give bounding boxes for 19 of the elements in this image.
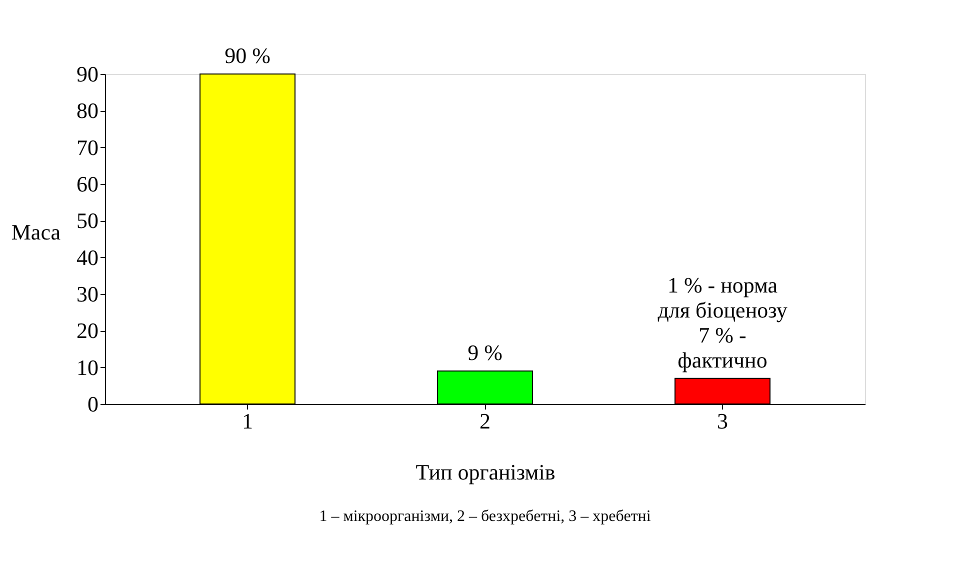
x-tick-label: 2 xyxy=(480,408,490,434)
x-axis-title: Тип організмів xyxy=(416,460,556,484)
y-tick-label: 10 xyxy=(76,354,98,380)
y-tick-label: 80 xyxy=(76,98,98,124)
x-tick-label: 3 xyxy=(717,408,728,434)
y-tick-label: 0 xyxy=(88,392,98,416)
y-tick-label: 90 xyxy=(76,62,98,86)
data-label: 1 % - норма для біоценозу 7 % - фактично xyxy=(658,272,788,372)
y-tick-label: 60 xyxy=(76,172,98,196)
data-label: 9 % xyxy=(468,340,502,365)
x-tick-label: 1 xyxy=(242,408,253,434)
y-tick-label: 50 xyxy=(76,208,98,234)
y-tick-label: 30 xyxy=(76,282,98,306)
text: 1 – мікроорганізми, 2 – безхребетні, 3 – хребетні xyxy=(319,508,652,525)
y-axis-title: Маса xyxy=(11,220,61,244)
y-tick-label: 40 xyxy=(76,244,98,270)
y-tick-label: 20 xyxy=(76,318,98,344)
y-tick-label: 70 xyxy=(76,134,98,160)
data-label: 90 % xyxy=(224,43,270,68)
